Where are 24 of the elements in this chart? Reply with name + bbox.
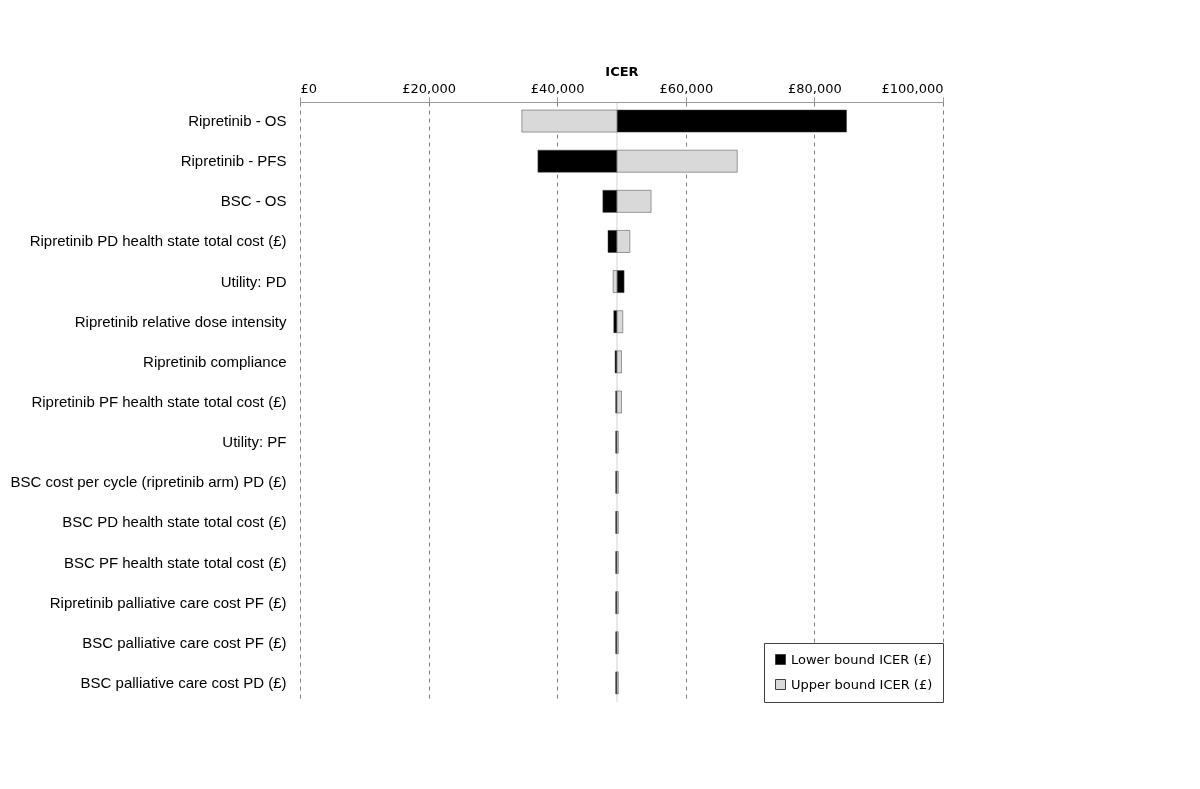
x-tick-label: £80,000 <box>788 80 842 96</box>
y-tick-label: BSC - OS <box>220 192 287 210</box>
x-tick-label: £20,000 <box>402 80 456 96</box>
legend-label: Upper bound ICER (£) <box>791 676 933 692</box>
legend-label: Lower bound ICER (£) <box>791 651 932 667</box>
x-axis-title: ICER <box>605 63 639 79</box>
y-tick-label: Ripretinib - OS <box>188 112 287 130</box>
y-tick-label: Ripretinib PD health state total cost (£) <box>29 232 287 250</box>
y-tick-label: Utility: PF <box>222 433 287 451</box>
y-tick-label: Ripretinib palliative care cost PF (£) <box>49 593 287 611</box>
x-tick-label: £40,000 <box>530 80 585 96</box>
y-tick-label: Ripretinib - PFS <box>180 152 287 170</box>
y-tick-label: BSC palliative care cost PD (£) <box>80 673 287 691</box>
y-tick-label: BSC PF health state total cost (£) <box>63 553 287 571</box>
y-tick-label: Utility: PD <box>220 272 287 290</box>
y-tick-label: BSC palliative care cost PF (£) <box>82 633 287 651</box>
y-tick-label: BSC cost per cycle (ripretinib arm) PD (£) <box>10 473 287 491</box>
x-tick-label: £100,000 <box>881 80 944 96</box>
x-tick-label: £60,000 <box>659 80 714 96</box>
y-tick-label: Ripretinib compliance <box>143 352 287 370</box>
y-tick-label: Ripretinib PF health state total cost (£) <box>31 393 287 410</box>
y-tick-label: Ripretinib relative dose intensity <box>74 312 287 330</box>
y-tick-label: BSC PD health state total cost (£) <box>62 513 287 531</box>
x-tick-label: £0 <box>300 80 318 96</box>
